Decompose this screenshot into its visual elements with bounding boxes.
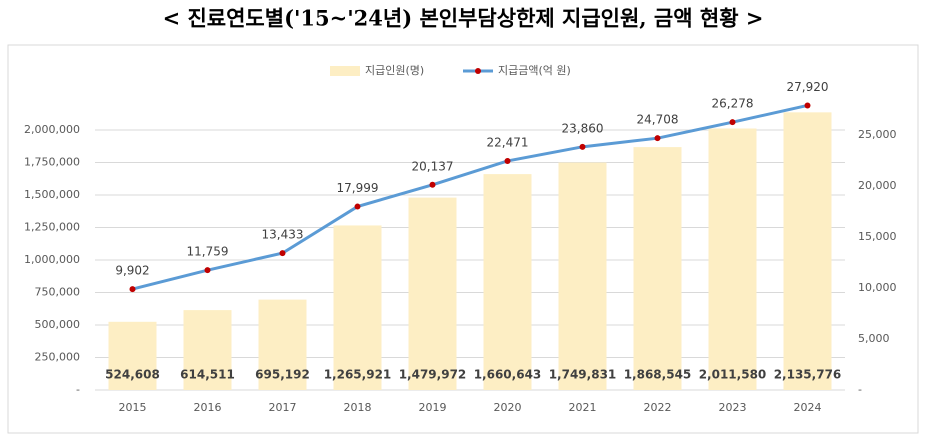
y-tick-label: 1,000,000: [24, 253, 80, 266]
y-tick-label: 250,000: [35, 351, 81, 364]
line-value-label: 17,999: [337, 181, 379, 195]
x-tick-label: 2017: [269, 401, 297, 414]
y2-tick-label: 15,000: [858, 230, 897, 243]
x-tick-label: 2016: [194, 401, 222, 414]
y-tick-label: 500,000: [35, 318, 81, 331]
legend-marker: [475, 68, 481, 74]
chart-frame: [7, 44, 919, 434]
y2-tick-label: -: [858, 383, 862, 396]
bar-value-label: 1,749,831: [549, 368, 617, 382]
bar: [633, 147, 682, 390]
bar-value-label: 2,011,580: [699, 368, 767, 382]
line-marker: [804, 102, 811, 109]
y2-tick-label: 20,000: [858, 179, 897, 192]
line-value-label: 20,137: [412, 159, 454, 173]
x-tick-label: 2020: [494, 401, 522, 414]
line-marker: [204, 267, 211, 274]
line-value-label: 13,433: [262, 228, 304, 242]
bar: [783, 112, 832, 390]
bar: [408, 197, 457, 390]
x-tick-label: 2021: [569, 401, 597, 414]
x-tick-label: 2024: [794, 401, 822, 414]
bar: [558, 162, 607, 390]
y-tick-label: 750,000: [35, 286, 81, 299]
y-tick-label: -: [76, 383, 80, 396]
line-marker: [579, 143, 586, 150]
x-tick-label: 2019: [419, 401, 447, 414]
line-marker: [354, 203, 361, 210]
y2-tick-label: 10,000: [858, 281, 897, 294]
line-marker: [129, 286, 136, 293]
line: [132, 103, 808, 291]
bar-value-label: 2,135,776: [774, 368, 842, 382]
y2-tick-label: 25,000: [858, 128, 897, 141]
line-marker: [729, 119, 736, 126]
chart-title: < 진료연도별('15~'24년) 본인부담상한제 지급인원, 금액 현황 >: [163, 6, 764, 31]
legend-label: 지급금액(억 원): [498, 64, 571, 77]
line-value-label: 9,902: [115, 264, 149, 278]
line-value-label: 23,860: [562, 121, 604, 135]
y-tick-label: 1,500,000: [24, 188, 80, 201]
y-tick-label: 1,750,000: [24, 156, 80, 169]
bar-value-label: 614,511: [180, 368, 235, 382]
bar: [183, 310, 232, 390]
y-tick-label: 1,250,000: [24, 221, 80, 234]
legend-swatch: [330, 66, 360, 76]
bar-value-label: 1,868,545: [624, 368, 692, 382]
bar-value-label: 524,608: [105, 368, 160, 382]
line-value-label: 22,471: [487, 135, 529, 149]
x-tick-label: 2015: [119, 401, 147, 414]
line-value-label: 24,708: [637, 113, 679, 127]
line-marker: [504, 157, 511, 164]
bar-value-label: 695,192: [255, 368, 310, 382]
x-tick-label: 2018: [344, 401, 372, 414]
line-marker: [654, 135, 661, 142]
y-tick-label: 2,000,000: [24, 123, 80, 136]
line-marker: [279, 250, 286, 257]
bar: [708, 128, 757, 390]
line-value-label: 27,920: [787, 80, 829, 94]
bar-value-label: 1,479,972: [399, 368, 467, 382]
y2-tick-label: 5,000: [858, 332, 890, 345]
line-value-label: 26,278: [712, 97, 754, 111]
x-tick-label: 2023: [719, 401, 747, 414]
bar: [108, 321, 157, 390]
x-tick-label: 2022: [644, 401, 672, 414]
line-marker: [429, 181, 436, 188]
bar: [258, 299, 307, 390]
line-value-label: 11,759: [187, 245, 229, 259]
bar: [333, 225, 382, 390]
bar: [483, 174, 532, 390]
bar-value-label: 1,265,921: [324, 368, 392, 382]
legend-label: 지급인원(명): [365, 64, 424, 77]
bar-value-label: 1,660,643: [474, 368, 542, 382]
